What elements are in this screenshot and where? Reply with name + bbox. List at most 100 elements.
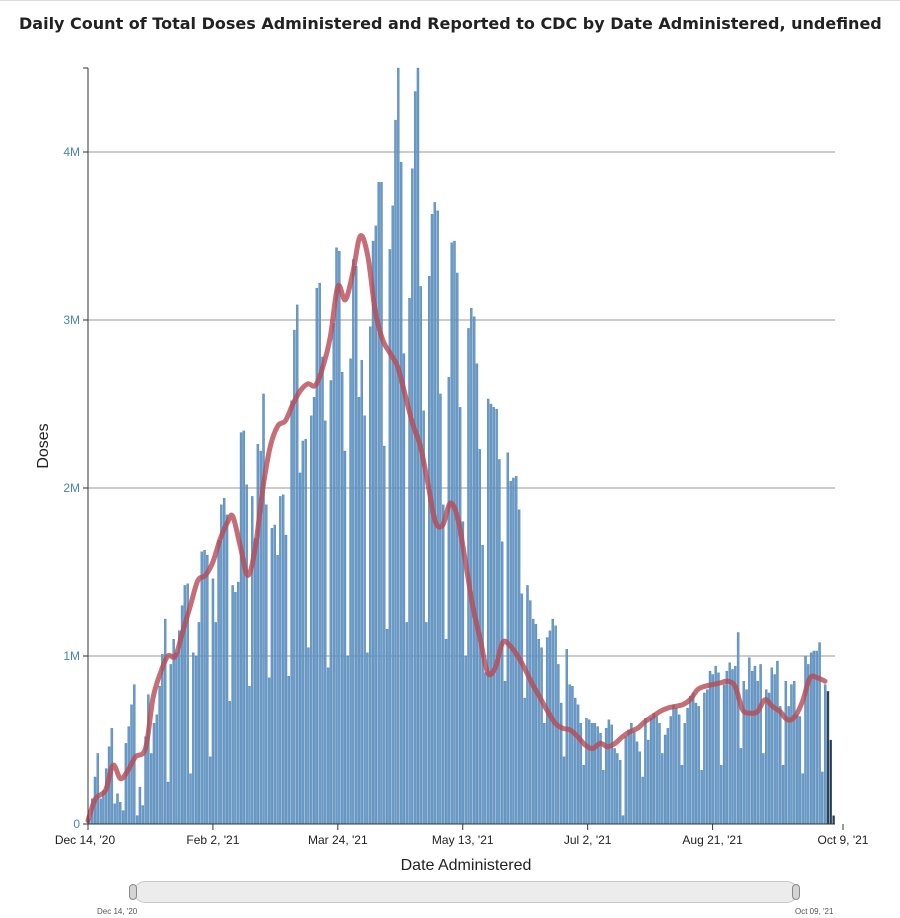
bar <box>324 420 327 825</box>
bar <box>408 298 411 825</box>
bar <box>559 702 563 825</box>
bar <box>399 161 403 825</box>
bar <box>96 753 100 825</box>
bar <box>725 670 729 825</box>
bar <box>635 741 639 825</box>
bar <box>748 657 751 825</box>
bar <box>287 676 290 825</box>
bar <box>708 670 712 825</box>
range-start-handle[interactable] <box>129 884 137 900</box>
bar <box>779 706 782 825</box>
bar <box>663 734 667 825</box>
bar <box>315 287 319 825</box>
bar <box>652 712 656 825</box>
bar <box>571 686 574 825</box>
bar <box>599 733 602 825</box>
bar <box>332 323 335 825</box>
bar <box>470 308 473 825</box>
bar <box>689 696 692 825</box>
bar <box>686 707 689 825</box>
axes: 0 1M 2M 3M 4M Dec 14, '20 Feb 2, '21 Mar 24, '2… <box>55 67 869 847</box>
bar <box>458 407 462 825</box>
bar <box>669 716 672 825</box>
bar <box>829 739 832 825</box>
bar <box>222 497 226 825</box>
bar <box>498 459 501 825</box>
bar <box>548 630 552 825</box>
bar <box>228 701 232 825</box>
bar <box>270 528 274 825</box>
bar <box>557 664 560 825</box>
bar <box>529 600 532 825</box>
bar <box>506 452 510 825</box>
bar <box>262 393 265 825</box>
range-end-label: Oct 09, '21 <box>795 907 834 916</box>
bar <box>784 681 788 825</box>
bar <box>267 677 271 825</box>
bar <box>621 815 625 825</box>
bar <box>832 815 835 825</box>
bar <box>363 415 366 825</box>
bar <box>444 639 448 825</box>
bar <box>717 672 720 825</box>
bar <box>119 802 122 825</box>
range-end-handle[interactable] <box>792 884 800 900</box>
bar <box>248 686 251 825</box>
bar <box>647 739 650 825</box>
bar <box>217 539 220 825</box>
bar <box>346 655 349 825</box>
bar <box>593 723 597 825</box>
bar <box>481 544 484 825</box>
bar <box>767 692 771 825</box>
bar <box>385 628 389 825</box>
bar <box>253 538 257 825</box>
date-range-slider[interactable] <box>134 881 798 903</box>
bar <box>475 363 479 825</box>
bar <box>135 815 139 825</box>
x-axis-label: Date Administered <box>401 857 532 874</box>
bar <box>453 240 456 825</box>
bar <box>335 247 338 825</box>
bar <box>694 702 698 825</box>
bar <box>700 770 703 825</box>
bar <box>245 484 248 825</box>
bar <box>750 670 754 825</box>
bar <box>284 534 288 825</box>
bar <box>456 272 459 825</box>
bar <box>413 91 417 825</box>
bar <box>756 681 759 825</box>
bar <box>164 618 167 825</box>
bar <box>582 765 585 825</box>
bar <box>172 639 175 825</box>
bar <box>366 652 369 825</box>
bar <box>526 585 529 825</box>
bar <box>310 415 313 825</box>
bar <box>369 326 372 825</box>
bar <box>655 716 658 825</box>
bar <box>326 667 330 825</box>
bar <box>697 706 701 825</box>
bar <box>121 810 125 825</box>
bar <box>402 353 406 825</box>
bar <box>419 286 422 825</box>
bar <box>442 504 445 825</box>
bar <box>736 632 740 825</box>
bar <box>141 805 144 825</box>
bar <box>562 756 566 825</box>
bar <box>633 731 636 825</box>
bar <box>192 652 195 825</box>
bar <box>377 182 380 825</box>
bar <box>585 718 588 825</box>
bar <box>360 360 364 825</box>
bar <box>357 397 361 825</box>
bar <box>189 773 192 825</box>
bar <box>574 697 577 825</box>
bar <box>397 67 400 825</box>
bar <box>638 751 642 825</box>
bar <box>166 781 170 825</box>
bar <box>731 669 734 825</box>
bar <box>349 358 352 825</box>
bar <box>630 723 633 825</box>
bar <box>728 662 731 825</box>
